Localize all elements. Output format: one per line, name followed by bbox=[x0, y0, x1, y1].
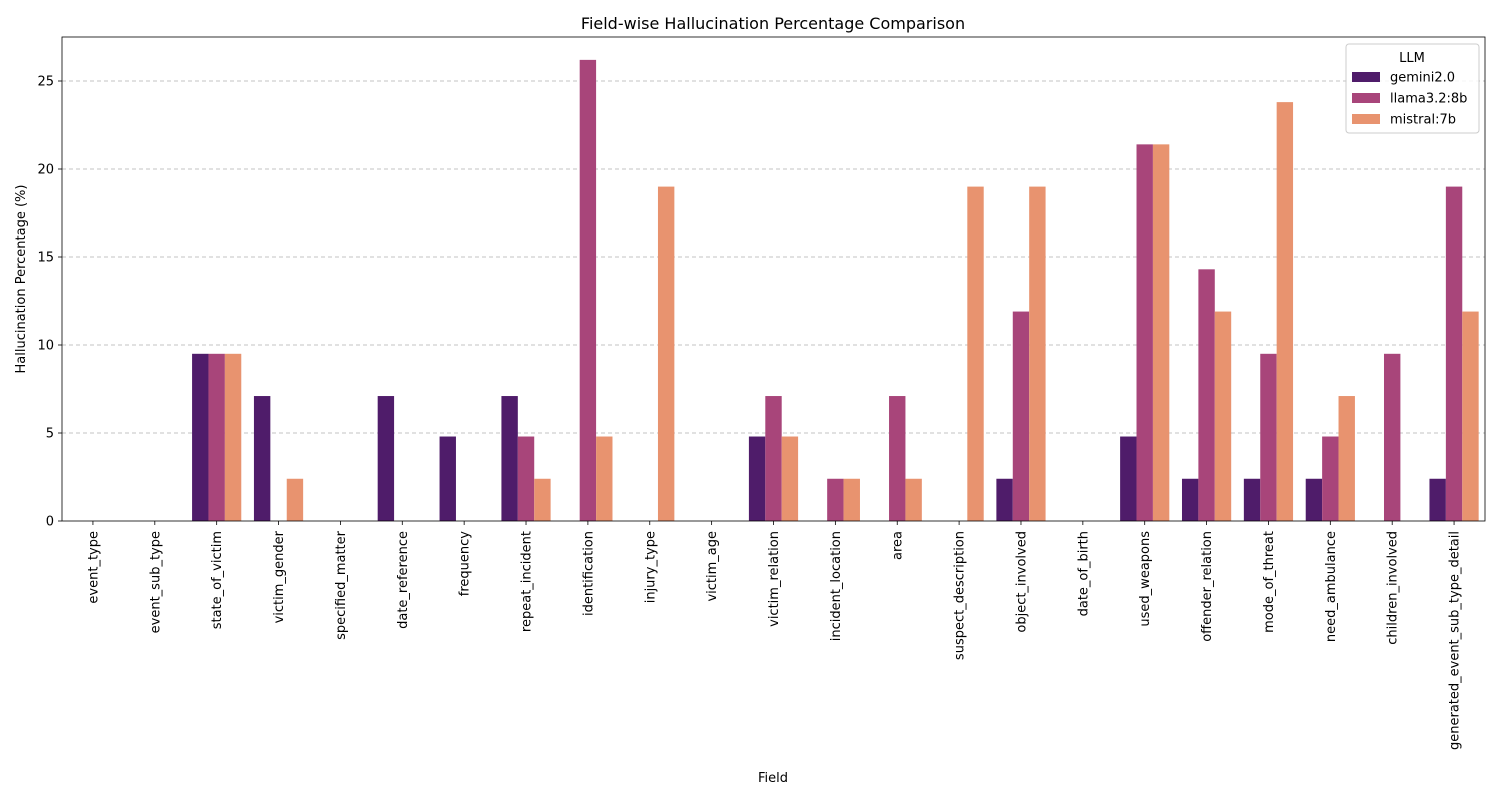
x-tick-label: incident_location bbox=[829, 531, 844, 641]
x-tick-label: children_involved bbox=[1386, 531, 1401, 645]
bar-gemini2-0-need_ambulance bbox=[1305, 478, 1323, 521]
x-tick-label: object_involved bbox=[1014, 531, 1029, 633]
legend-swatch bbox=[1352, 93, 1380, 103]
bar-mistral-7b-mode_of_threat bbox=[1276, 102, 1294, 522]
bar-llama3-2-8b-used_weapons bbox=[1136, 144, 1153, 522]
bar-gemini2-0-frequency bbox=[439, 436, 456, 521]
chart-title: Field-wise Hallucination Percentage Comp… bbox=[581, 14, 965, 33]
x-tick-label: offender_relation bbox=[1200, 531, 1215, 642]
legend-box bbox=[1345, 43, 1480, 134]
y-tick-label: 5 bbox=[46, 427, 54, 442]
bar-gemini2-0-mode_of_threat bbox=[1243, 478, 1261, 521]
bar-llama3-2-8b-generated_event_sub_type_detail bbox=[1445, 186, 1463, 521]
legend-label: llama3.2:8b bbox=[1390, 92, 1467, 107]
x-tick-label: victim_age bbox=[705, 531, 720, 602]
x-tick-label: identification bbox=[581, 531, 596, 616]
bar-llama3-2-8b-state_of_victim bbox=[208, 353, 225, 521]
legend-label: gemini2.0 bbox=[1390, 71, 1455, 86]
legend-swatch bbox=[1352, 72, 1380, 82]
legend: LLM gemini2.0 llama3.2:8b mistral:7b bbox=[1345, 43, 1480, 134]
bar-mistral-7b-object_involved bbox=[1029, 186, 1046, 521]
y-tick-label: 20 bbox=[37, 163, 54, 178]
x-tick-label: event_sub_type bbox=[148, 531, 163, 633]
bar-mistral-7b-victim_relation bbox=[781, 436, 799, 521]
bar-llama3-2-8b-victim_relation bbox=[765, 396, 782, 521]
x-tick-label: event_type bbox=[86, 531, 101, 604]
x-tick-label: specified_matter bbox=[334, 530, 349, 640]
bar-llama3-2-8b-incident_location bbox=[827, 478, 844, 521]
bar-llama3-2-8b-offender_relation bbox=[1198, 269, 1215, 521]
bar-llama3-2-8b-children_involved bbox=[1383, 353, 1401, 521]
bar-mistral-7b-area bbox=[905, 478, 922, 521]
x-tick-label: area bbox=[891, 531, 906, 560]
bar-mistral-7b-victim_gender bbox=[286, 478, 304, 521]
bar-llama3-2-8b-need_ambulance bbox=[1322, 436, 1339, 521]
bars-layer bbox=[192, 59, 1479, 522]
bar-gemini2-0-state_of_victim bbox=[192, 353, 209, 521]
x-tick-label: state_of_victim bbox=[210, 531, 225, 629]
bar-mistral-7b-state_of_victim bbox=[224, 353, 242, 521]
bar-mistral-7b-need_ambulance bbox=[1338, 396, 1355, 521]
legend-label: mistral:7b bbox=[1390, 113, 1456, 128]
x-tick-label: victim_gender bbox=[272, 530, 287, 623]
bar-mistral-7b-offender_relation bbox=[1214, 311, 1232, 521]
bar-gemini2-0-date_reference bbox=[377, 396, 395, 521]
x-tick-label: suspect_description bbox=[953, 531, 968, 660]
grid-layer bbox=[62, 80, 1485, 434]
bar-gemini2-0-generated_event_sub_type_detail bbox=[1429, 478, 1446, 521]
bar-gemini2-0-offender_relation bbox=[1181, 478, 1199, 521]
x-tick-label: repeat_incident bbox=[520, 531, 535, 632]
bar-gemini2-0-used_weapons bbox=[1120, 436, 1137, 521]
bar-mistral-7b-injury_type bbox=[657, 186, 675, 521]
bar-mistral-7b-identification bbox=[596, 436, 613, 521]
bar-llama3-2-8b-mode_of_threat bbox=[1260, 353, 1277, 521]
x-tick-label: victim_relation bbox=[767, 531, 782, 627]
bar-gemini2-0-repeat_incident bbox=[501, 396, 518, 521]
axes-layer: 0 5 10 15 20 25 event_type event_sub_type state_… bbox=[37, 36, 1486, 750]
bar-llama3-2-8b-area bbox=[889, 396, 906, 521]
bar-mistral-7b-generated_event_sub_type_detail bbox=[1462, 311, 1479, 521]
y-axis-label: Hallucination Percentage (%) bbox=[14, 185, 29, 374]
x-tick-label: frequency bbox=[458, 531, 473, 597]
y-tick-label: 0 bbox=[46, 515, 54, 530]
plot-frame bbox=[61, 36, 1486, 522]
bar-mistral-7b-incident_location bbox=[843, 478, 860, 521]
x-tick-label: date_of_birth bbox=[1076, 531, 1091, 616]
x-tick-label: generated_event_sub_type_detail bbox=[1448, 531, 1463, 750]
x-tick-label: date_reference bbox=[396, 531, 411, 629]
x-tick-label: used_weapons bbox=[1138, 531, 1153, 627]
bar-mistral-7b-repeat_incident bbox=[534, 478, 551, 521]
y-tick-label: 10 bbox=[37, 339, 54, 354]
x-tick-label: mode_of_threat bbox=[1262, 531, 1277, 633]
bar-mistral-7b-suspect_description bbox=[967, 186, 984, 521]
bar-llama3-2-8b-identification bbox=[579, 59, 597, 521]
bar-llama3-2-8b-object_involved bbox=[1012, 311, 1030, 521]
bar-gemini2-0-object_involved bbox=[996, 478, 1013, 521]
bar-mistral-7b-used_weapons bbox=[1152, 144, 1170, 522]
y-tick-label: 15 bbox=[37, 251, 54, 266]
bar-gemini2-0-victim_gender bbox=[253, 396, 271, 521]
legend-swatch bbox=[1352, 114, 1380, 124]
legend-title: LLM bbox=[1399, 51, 1425, 66]
x-tick-label: need_ambulance bbox=[1324, 531, 1339, 642]
y-tick-label: 25 bbox=[37, 75, 54, 90]
x-axis-label: Field bbox=[758, 771, 788, 786]
bar-llama3-2-8b-repeat_incident bbox=[517, 436, 535, 521]
bar-gemini2-0-victim_relation bbox=[748, 436, 766, 521]
x-tick-label: injury_type bbox=[643, 531, 658, 603]
